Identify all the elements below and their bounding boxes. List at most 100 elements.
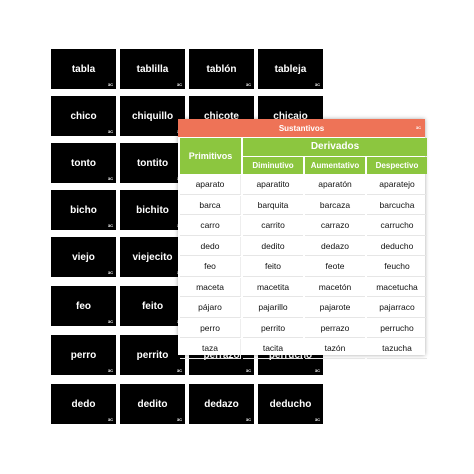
word-card-mark: 3C [107,223,113,228]
word-card: feo 3C [51,286,116,326]
word-card-label: tabla [71,63,96,75]
table-row: perro perrito perrazo perrucho [180,318,428,338]
table-cell: aparatito [243,175,303,195]
word-card: tabla 3C [51,49,116,89]
header-derivados: Derivados [243,138,428,156]
word-card-label: perro [70,349,97,361]
table-body: aparato aparatito aparatón aparatejo barca ba… [180,175,428,359]
table-cell: barcucha [367,196,428,215]
word-card-label: deducho [269,398,312,410]
word-card: dedo 3C [51,384,116,424]
panel-title-bar: Sustantivos 3C [178,119,425,137]
table-cell: tazucha [367,339,428,359]
header-aumentativo: Aumentativo [305,156,365,174]
word-card-label: feito [141,300,164,312]
word-card-label: perrito [136,349,169,361]
table-row: barca barquita barcaza barcucha [180,195,428,215]
table-cell: carrucho [367,216,428,236]
word-card: chico 3C [51,96,116,136]
word-card-label: tablilla [136,63,169,75]
word-card-label: feo [76,300,91,312]
word-card-mark: 3C [107,368,113,373]
word-card-mark: 3C [107,319,113,324]
word-card: tablón 3C [189,49,254,89]
word-card-label: chico [70,110,97,122]
table-row: aparato aparatito aparatón aparatejo [180,175,428,195]
word-card-label: chiquillo [131,110,174,122]
sustantivos-panel: Sustantivos 3C Primitivos Derivados Dimi… [178,119,428,359]
word-card: tableja 3C [258,49,323,89]
header-diminutivo: Diminutivo [243,156,303,174]
table-cell: barquita [243,196,303,215]
table-cell: tazón [305,339,365,359]
table-cell: carro [180,216,241,236]
word-card-label: dedazo [204,398,239,410]
table-cell: perrazo [305,319,365,338]
word-card-mark: 3C [176,417,182,422]
word-card-label: viejecito [132,251,173,263]
table-cell: pajarraco [367,298,428,318]
table-row: taza tacita tazón tazucha [180,339,428,359]
table-cell: feito [243,257,303,277]
word-card-label: dedo [71,398,96,410]
table-cell: macetita [243,278,303,297]
sustantivos-table: Primitivos Derivados Diminutivo Aumentat… [178,137,429,360]
word-card-label: perrucho [268,349,313,361]
table-cell: dedito [243,237,303,256]
table-cell: maceta [180,277,241,297]
word-card: perrito 3C [120,335,185,375]
table-cell: perrito [243,319,303,338]
table-cell: aparatejo [367,175,428,195]
table-cell: perrucho [367,319,428,338]
word-card: bicho 3C [51,190,116,230]
table-cell: macetón [305,278,365,297]
word-card: bichito3C [120,190,185,230]
table-cell: dedo [180,236,241,256]
word-card: perro 3C [51,335,116,375]
table-cell: barca [180,195,241,215]
header-despectivo: Despectivo [367,156,428,174]
table-cell: perro [180,318,241,338]
table-cell: feote [305,257,365,277]
table-cell: carrazo [305,216,365,236]
table-cell: carrito [243,216,303,236]
table-row: dedo dedito dedazo deducho [180,236,428,256]
word-card-label: viejo [72,251,95,263]
word-card-label: chicote [203,110,239,122]
word-card-label: tablón [206,63,237,75]
word-card-label: tonto [71,157,96,169]
table-row: maceta macetita macetón macetucha [180,277,428,297]
table-cell: macetucha [367,278,428,297]
word-card-label: tableja [274,63,307,75]
table-row: feo feito feote feucho [180,257,428,277]
word-card-mark: 3C [314,368,320,373]
word-card: chiquillo3C [120,96,185,136]
table-cell: aparato [180,175,241,195]
word-card: viejecito3C [120,237,185,277]
table-cell: feucho [367,257,428,277]
word-card-mark: 3C [176,368,182,373]
table-cell: pajarote [305,298,365,318]
panel-mark: 3C [415,125,421,130]
panel-title: Sustantivos [278,123,325,133]
word-card-mark: 3C [107,176,113,181]
word-card: tonto 3C [51,143,116,183]
word-card-mark: 3C [176,82,182,87]
word-card-label: dedito [137,398,168,410]
table-cell: taza [180,339,241,359]
word-card-label: bichito [136,204,169,216]
table-cell: dedazo [305,237,365,256]
word-card-label: chicajo [273,110,308,122]
header-primitivos: Primitivos [180,138,241,174]
word-card: dedito 3C [120,384,185,424]
word-card-label: bicho [70,204,97,216]
word-card: deducho 3C [258,384,323,424]
table-cell: deducho [367,237,428,256]
table-row: pájaro pajarillo pajarote pajarraco [180,298,428,318]
table-cell: feo [180,257,241,277]
table-cell: pajarillo [243,298,303,318]
word-card: tablilla 3C [120,49,185,89]
word-card: viejo 3C [51,237,116,277]
table-cell: barcaza [305,196,365,215]
table-cell: aparatón [305,175,365,195]
